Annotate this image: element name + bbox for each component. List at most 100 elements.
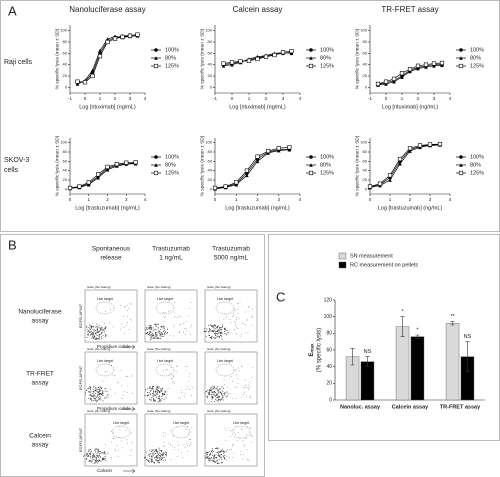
event-dot (218, 388, 220, 390)
event-dot (242, 322, 244, 324)
event-dot (233, 312, 234, 314)
marker (96, 175, 100, 180)
event-dot (161, 449, 163, 451)
event-dot (185, 321, 187, 323)
event-dot (149, 450, 151, 452)
event-dot (160, 338, 162, 340)
event-dot (248, 384, 249, 386)
event-dot (217, 400, 219, 402)
event-dot (101, 329, 103, 331)
y-tick-label: 20 (363, 73, 368, 78)
event-dot (163, 456, 165, 458)
column-title: Spontaneous (92, 246, 131, 253)
event-dot (224, 456, 226, 458)
event-dot (183, 323, 185, 324)
marker (287, 147, 292, 152)
event-dot (128, 329, 130, 331)
event-dot (235, 325, 237, 327)
y-tick-label: 60 (363, 158, 368, 163)
event-dot (232, 445, 234, 447)
event-dot (92, 393, 94, 395)
event-dot (213, 327, 215, 329)
event-dot (123, 390, 125, 392)
event-dot (102, 390, 104, 392)
y-tick-label: 20 (63, 177, 68, 182)
event-dot (220, 393, 222, 395)
event-dot (158, 330, 160, 332)
event-dot (161, 397, 163, 399)
event-dot (221, 327, 223, 329)
event-dot (165, 433, 167, 435)
event-dot (166, 453, 168, 455)
event-dot (149, 333, 151, 335)
event-dot (251, 316, 253, 317)
marker (153, 170, 159, 176)
event-dot (105, 444, 107, 445)
event-dot (150, 399, 152, 401)
event-dot (94, 329, 96, 331)
event-dot (226, 395, 228, 397)
event-dot (90, 390, 92, 392)
event-dot (90, 455, 92, 457)
event-dot (187, 433, 189, 435)
event-dot (146, 388, 148, 390)
row-label: assay (32, 380, 50, 387)
x-axis-label: Calcein (97, 468, 113, 473)
event-dot (90, 448, 92, 450)
marker (97, 54, 103, 59)
legend-label: 125% (320, 63, 334, 69)
event-dot (145, 333, 147, 335)
event-dot (90, 326, 92, 328)
event-dot (205, 390, 207, 392)
event-dot (151, 457, 153, 459)
y-tick-label: 20 (63, 73, 68, 78)
event-dot (230, 321, 232, 323)
event-dot (184, 327, 185, 329)
event-dot (206, 396, 208, 398)
event-dot (95, 337, 97, 339)
event-dot (95, 326, 97, 328)
event-dot (163, 431, 165, 433)
event-dot (246, 387, 248, 388)
event-dot (154, 390, 156, 392)
marker (135, 32, 140, 37)
y-tick-label: 60 (63, 158, 68, 163)
event-dot (209, 460, 211, 462)
event-dot (159, 390, 161, 392)
event-dot (180, 390, 182, 391)
x-tick-label: TR-FRET assay (440, 404, 481, 410)
event-dot (161, 332, 163, 334)
event-dot (179, 323, 181, 325)
y-tick-label: 40 (208, 62, 213, 67)
event-dot (241, 365, 243, 367)
event-dot (231, 449, 233, 450)
event-dot (213, 332, 215, 334)
event-dot (209, 458, 211, 460)
event-dot (215, 388, 217, 390)
event-dot (169, 310, 171, 311)
marker (309, 155, 313, 159)
event-dot (93, 386, 95, 388)
marker (309, 163, 313, 167)
event-dot (219, 391, 221, 393)
row-label: TR-FRET (26, 371, 54, 378)
event-dot (92, 452, 94, 454)
marker (154, 163, 158, 167)
marker (458, 63, 464, 69)
gate (215, 363, 235, 377)
event-dot (105, 459, 107, 461)
event-dot (122, 447, 124, 449)
event-dot (89, 457, 91, 459)
event-dot (250, 441, 252, 443)
event-dot (93, 455, 95, 457)
event-dot (214, 396, 216, 398)
event-dot (97, 451, 99, 453)
event-dot (209, 389, 211, 391)
event-dot (232, 457, 234, 459)
event-dot (149, 326, 151, 328)
event-dot (97, 456, 99, 458)
panel-a-frame (0, 0, 500, 232)
event-dot (112, 326, 114, 328)
event-dot (217, 336, 219, 338)
event-dot (224, 428, 226, 430)
